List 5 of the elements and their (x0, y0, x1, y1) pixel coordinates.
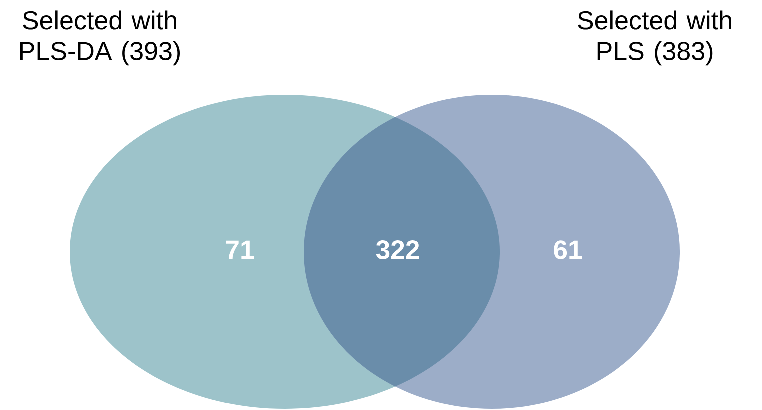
text: Selected with PLS (383) (578, 10, 732, 66)
text: Selected with PLS-DA (393) (20, 10, 180, 66)
data-label: 61 (554, 240, 582, 260)
data-label: 322 (376, 240, 420, 260)
data-label: 71 (226, 240, 254, 260)
